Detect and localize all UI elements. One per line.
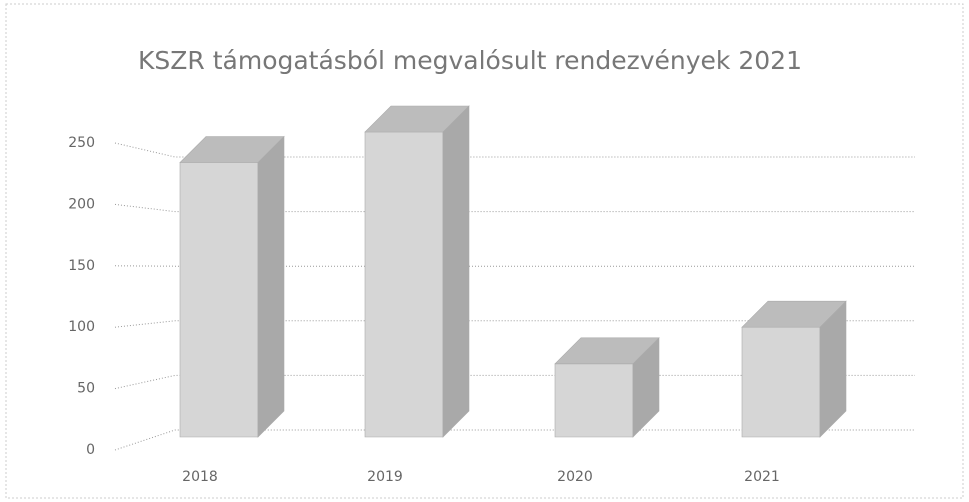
bar xyxy=(364,105,470,438)
bar xyxy=(741,300,847,438)
x-tick-label: 2019 xyxy=(367,469,403,485)
bar-side xyxy=(442,105,470,438)
y-tick-label: 100 xyxy=(68,319,95,335)
bar-top xyxy=(741,300,847,328)
grid-line xyxy=(114,203,915,213)
chart-title: KSZR támogatásból megvalósult rendezvény… xyxy=(138,46,802,75)
y-tick-label: 200 xyxy=(68,196,95,212)
y-tick-label: 50 xyxy=(77,381,95,397)
bar-front xyxy=(554,363,634,438)
grid-line xyxy=(114,320,915,328)
grid-line xyxy=(114,429,915,451)
x-tick-label: 2018 xyxy=(182,469,218,485)
y-tick-label: 0 xyxy=(86,442,95,458)
bar-front xyxy=(179,162,259,438)
bar xyxy=(554,337,660,438)
bar-side xyxy=(257,135,285,438)
x-tick-label: 2020 xyxy=(557,469,593,485)
bar-top xyxy=(179,136,285,163)
x-tick-label: 2021 xyxy=(744,469,780,485)
bar-top xyxy=(364,105,470,133)
bar-front xyxy=(741,326,821,438)
bar-top xyxy=(554,337,660,365)
bar xyxy=(179,135,285,438)
y-tick-label: 250 xyxy=(68,135,95,151)
y-tick-label: 150 xyxy=(68,258,95,274)
bar-front xyxy=(364,131,444,438)
